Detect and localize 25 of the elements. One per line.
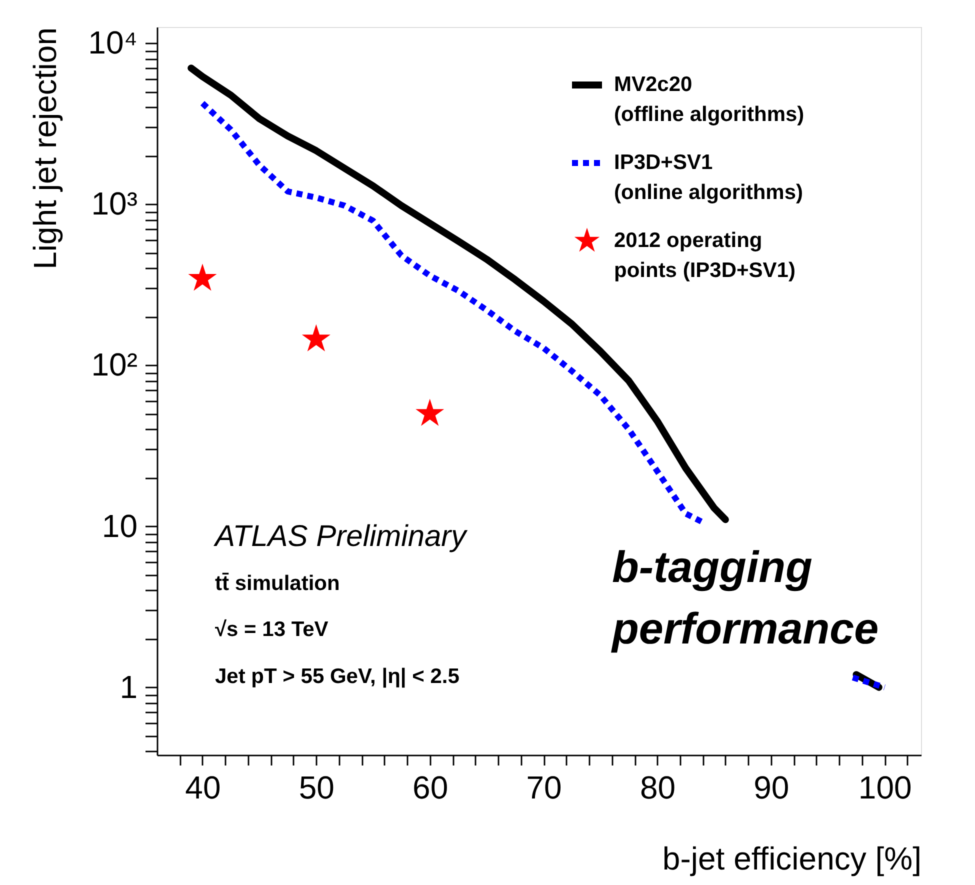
x-tick-label: 90: [754, 770, 790, 806]
y-axis-title: Light jet rejection: [27, 28, 64, 270]
annotation: tt̄ simulation: [215, 572, 340, 595]
legend-label: 2012 operating points (IP3D+SV1): [614, 229, 796, 282]
x-tick-label: 80: [640, 770, 676, 806]
legend-label: IP3D+SV1 (online algorithms): [614, 151, 803, 204]
annotation: √s = 13 TeV: [215, 618, 328, 641]
annotation: Jet pT > 55 GeV, |η| < 2.5: [215, 665, 460, 688]
x-tick-label: 60: [412, 770, 448, 806]
y-tick-label: 10: [102, 508, 138, 544]
point: [302, 324, 330, 352]
y-tick-label: 10²: [91, 346, 138, 383]
x-tick-label: 70: [526, 770, 562, 806]
annotation: b-tagging performance: [611, 543, 879, 654]
point: [416, 398, 444, 426]
x-tick-label: 100: [858, 770, 912, 806]
x-tick-label: 50: [298, 770, 334, 806]
y-tick-label: 1: [120, 668, 138, 705]
annotation: ATLAS Preliminary: [213, 520, 468, 553]
x-axis-title: b-jet efficiency [%]: [662, 840, 922, 876]
y-tick-label: 10⁴: [88, 24, 138, 61]
y-tick-label: 10³: [91, 186, 138, 222]
point: [188, 264, 217, 291]
legend-label: MV2c20 (offline algorithms): [614, 73, 804, 126]
x-tick-label: 40: [185, 770, 221, 806]
